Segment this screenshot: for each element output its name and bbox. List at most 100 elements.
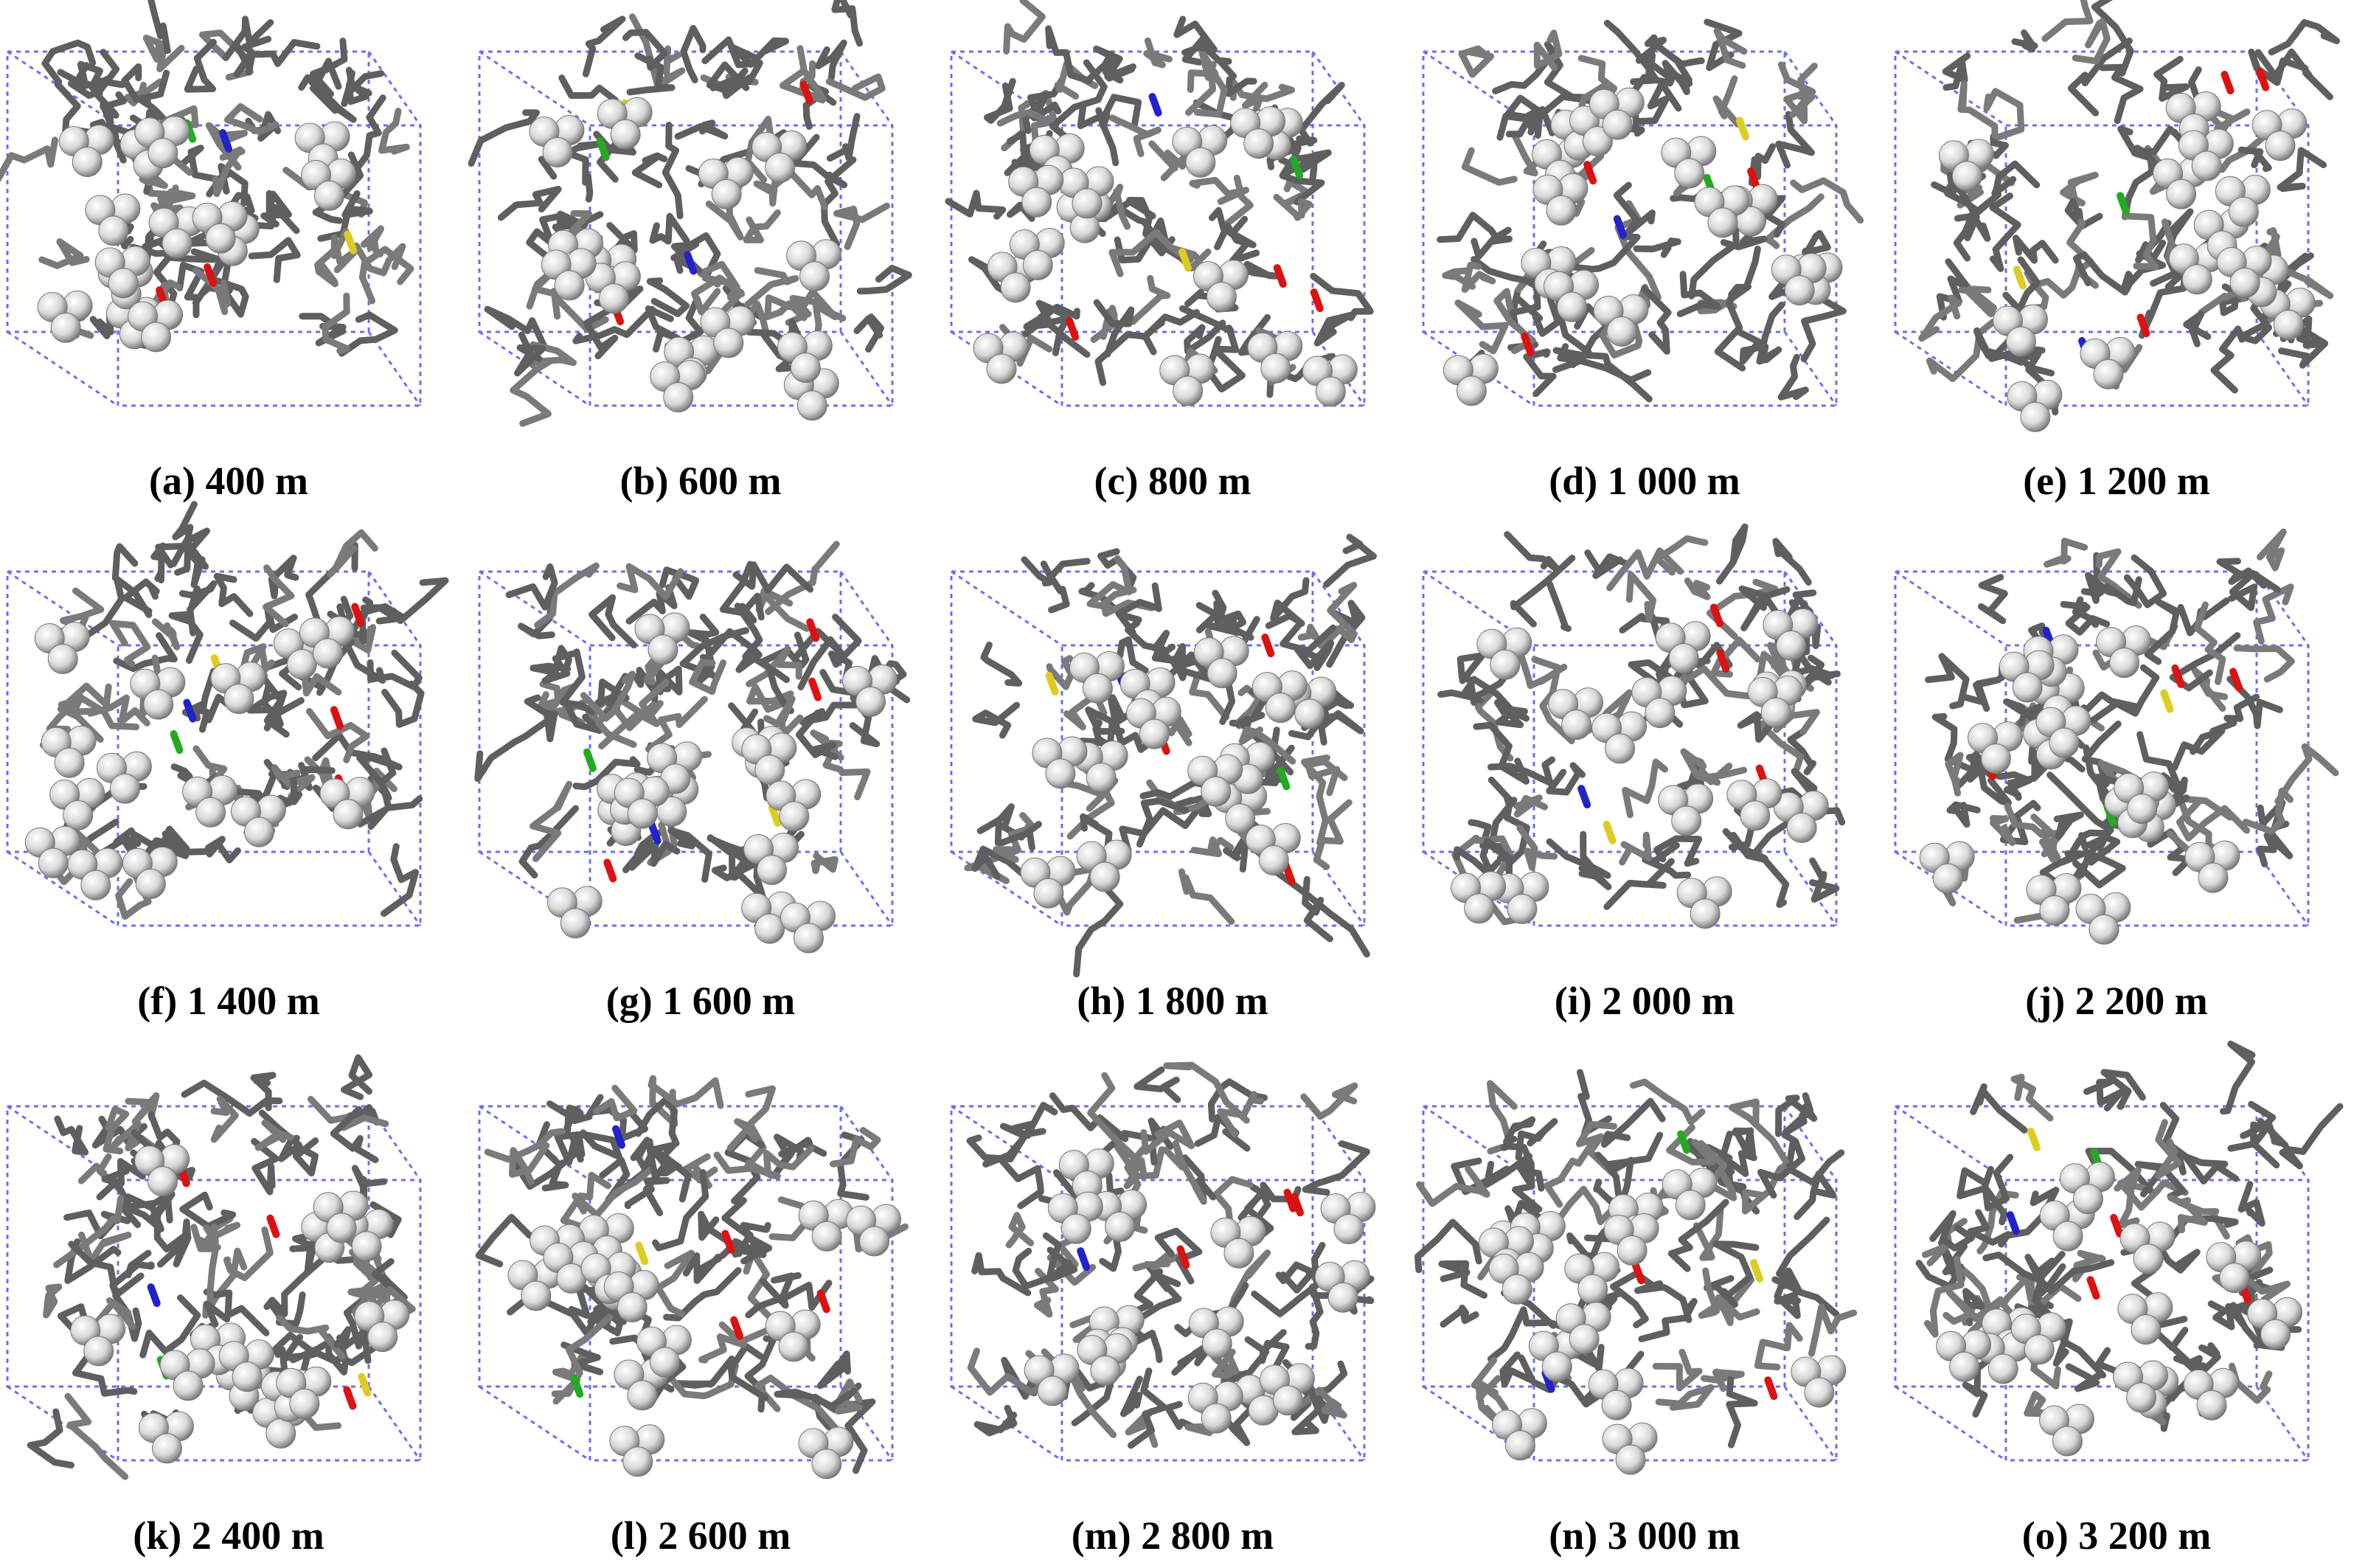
panel: (o) 3 200 m [1894, 1041, 2344, 1558]
bond [2067, 37, 2133, 117]
bond [1790, 177, 1864, 224]
bond [646, 277, 690, 317]
bond [1715, 523, 1749, 585]
bond [2044, 538, 2089, 568]
gas-sphere [649, 1347, 680, 1378]
molecule-sticks [475, 1075, 909, 1474]
bond [642, 1161, 681, 1217]
bond [1461, 147, 1518, 186]
gas-sphere [2126, 1382, 2157, 1413]
bond [582, 15, 626, 77]
bond [2012, 235, 2059, 264]
bond [484, 1128, 565, 1163]
gas-sphere [108, 268, 139, 299]
bond [740, 1221, 773, 1265]
bond [245, 38, 321, 76]
gas-sphere [617, 1291, 647, 1322]
hetero-atom [2117, 192, 2131, 216]
bond [821, 156, 857, 248]
bond [1474, 688, 1514, 762]
bond [1712, 1241, 1760, 1298]
bond [322, 292, 350, 355]
gas-sphere [1201, 1403, 1232, 1434]
bond [1483, 1153, 1533, 1188]
bond [1033, 1267, 1059, 1318]
gas-sphere [2109, 648, 2140, 679]
bond [263, 1256, 326, 1317]
bond [1977, 574, 2008, 625]
bond [663, 1266, 742, 1322]
bond [2002, 256, 2041, 316]
bond [1148, 140, 1190, 181]
bond [1516, 825, 1558, 871]
bond [1633, 237, 1681, 258]
hetero-atom [1077, 1247, 1091, 1272]
bond [1638, 1297, 1698, 1342]
panel: (i) 2 000 m [1422, 523, 1846, 1023]
bond [1305, 1283, 1324, 1350]
bond [1275, 1261, 1316, 1294]
bond [276, 1314, 346, 1360]
bond [2256, 829, 2294, 868]
bond [2091, 0, 2134, 77]
hetero-atom [1277, 766, 1291, 791]
gas-sphere [2072, 1184, 2103, 1215]
bond [1983, 88, 2025, 141]
bond [2078, 832, 2121, 866]
bond [1471, 235, 1513, 260]
box-edge [367, 1386, 422, 1461]
bond [1945, 752, 1964, 797]
bond [628, 13, 686, 89]
bond [1676, 271, 1721, 318]
gas-sphere [2191, 150, 2222, 181]
bond [1217, 1091, 1264, 1138]
bond [54, 1115, 89, 1156]
hetero-atom [1148, 93, 1162, 117]
bond [1667, 1198, 1729, 1272]
bond [1119, 1376, 1143, 1418]
panel-caption: (i) 2 000 m [1555, 979, 1735, 1023]
bond [508, 1142, 550, 1185]
bond [706, 61, 750, 94]
bond [682, 1252, 723, 1284]
bond [1662, 60, 1693, 96]
bond [2277, 147, 2327, 192]
gas-sphere [1601, 1390, 1632, 1420]
gas-sphere [1294, 698, 1325, 729]
bond [2235, 1234, 2273, 1278]
bond [1655, 1384, 1715, 1411]
hetero-atom [330, 706, 344, 730]
hetero-atom [1178, 248, 1192, 272]
gas-sphere [83, 1336, 114, 1367]
gas-sphere [141, 322, 172, 353]
bond [1636, 80, 1682, 125]
gas-sphere [1045, 758, 1076, 789]
hetero-atom [1677, 1130, 1691, 1154]
gas-sphere [1605, 733, 1636, 764]
bond [1775, 111, 1815, 169]
box-edge [367, 851, 422, 926]
bond [347, 94, 386, 180]
gas-sphere [314, 180, 345, 211]
gas-sphere [2219, 1263, 2250, 1294]
bond [1100, 183, 1131, 230]
gas-sphere [859, 1226, 890, 1257]
gas-sphere [232, 1361, 263, 1392]
gas-sphere [80, 870, 111, 901]
bond [774, 1387, 858, 1410]
bond [631, 152, 668, 189]
gas-sphere [1786, 812, 1817, 843]
gas-sphere [627, 798, 658, 829]
gas-sphere [2196, 1390, 2227, 1420]
bond [1499, 1351, 1536, 1388]
gas-sphere [2273, 309, 2304, 340]
bond [701, 36, 763, 86]
bond [1944, 190, 1979, 262]
bond [856, 265, 912, 295]
bond [732, 561, 814, 594]
bond [111, 543, 153, 619]
hetero-atom [219, 129, 233, 153]
bond [649, 212, 690, 245]
gas-sphere [713, 327, 744, 358]
gas-sphere [1740, 800, 1771, 831]
